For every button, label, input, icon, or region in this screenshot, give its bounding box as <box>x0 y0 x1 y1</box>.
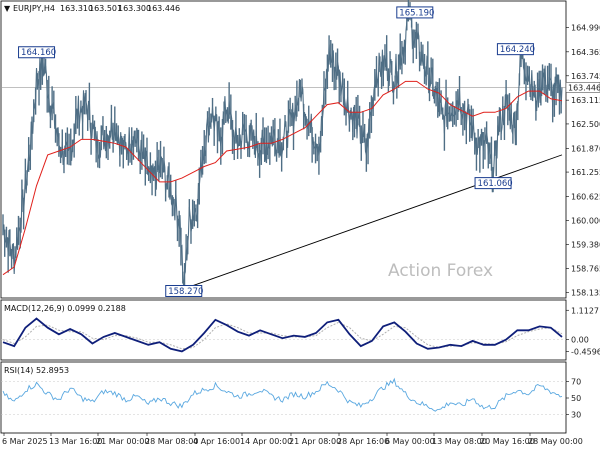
price-tick-label: 163.745 <box>571 72 600 81</box>
macd-label: MACD(12,26,9) 0.0999 0.2188 <box>4 304 126 313</box>
rsi-tick-label: 70 <box>571 378 581 387</box>
rsi-label: RSI(14) 52.8953 <box>4 366 69 375</box>
rsi-tick-label: 30 <box>571 411 581 420</box>
price-tick-label: 161.255 <box>571 168 600 177</box>
macd-panel-frame <box>0 299 567 361</box>
price-label: 158.270 <box>168 287 203 297</box>
x-tick-label: 28 May 00:00 <box>528 437 583 446</box>
current-price-label: 163.446 <box>568 83 600 92</box>
price-label: 161.060 <box>478 179 513 189</box>
x-tick-label: 28 Mar 08:00 <box>145 437 198 446</box>
x-tick-label: 6 May 00:00 <box>385 437 435 446</box>
price-tick-label: 159.380 <box>571 241 600 250</box>
x-tick-label: 13 May 08:00 <box>432 437 487 446</box>
macd-tick-label: -0.4596 <box>571 348 600 357</box>
macd-main-line <box>2 317 563 353</box>
ohlc-low: 163.300 <box>118 4 151 13</box>
price-tick-label: 158.135 <box>571 289 600 298</box>
rsi-panel-frame <box>0 361 567 434</box>
price-label: 165.190 <box>399 8 434 18</box>
x-tick-label: 4 Apr 16:00 <box>193 437 240 446</box>
price-tick-label: 164.990 <box>571 24 600 33</box>
price-tick-label: 164.365 <box>571 48 600 57</box>
price-tick-label: 163.115 <box>571 96 600 105</box>
macd-signal-line <box>2 321 563 350</box>
ohlc-close: 163.446 <box>147 4 180 13</box>
price-label-box <box>474 177 512 190</box>
rsi-line <box>2 377 563 412</box>
x-tick-label: 20 May 16:00 <box>480 437 535 446</box>
macd-tick-label: 1.1127 <box>571 306 599 315</box>
current-price-box <box>565 82 600 93</box>
price-label-box <box>165 284 203 297</box>
trendline <box>179 154 563 291</box>
x-tick-label: 21 Apr 08:00 <box>289 437 341 446</box>
watermark: Action Forex <box>388 261 493 281</box>
price-panel-frame <box>0 0 567 299</box>
x-tick-label: 14 Apr 00:00 <box>240 437 292 446</box>
x-tick-label: 21 Mar 00:00 <box>96 437 149 446</box>
ohlc-high: 163.501 <box>89 4 122 13</box>
x-tick-label: 13 Mar 16:00 <box>49 437 102 446</box>
x-tick-label: 28 Apr 16:00 <box>337 437 389 446</box>
price-label-box <box>396 6 434 19</box>
chart-title: EURJPY,H4 <box>13 4 55 13</box>
price-tick-label: 162.500 <box>571 120 600 129</box>
price-label: 164.160 <box>21 48 56 58</box>
price-label-box <box>18 46 56 59</box>
price-tick-label: 160.000 <box>571 217 600 226</box>
moving-average-line <box>2 80 563 276</box>
ohlc-open: 163.310 <box>60 4 93 13</box>
price-tick-label: 161.870 <box>571 144 600 153</box>
price-tick-label: 160.625 <box>571 192 600 201</box>
macd-tick-label: 0.00 <box>571 336 589 345</box>
chart-title-arrow: ▼ <box>4 4 11 13</box>
price-label: 164.240 <box>500 45 535 55</box>
rsi-tick-label: 50 <box>571 394 581 403</box>
x-tick-label: 6 Mar 2025 <box>2 437 48 446</box>
price-label-box <box>496 43 534 56</box>
price-tick-label: 158.765 <box>571 264 600 273</box>
